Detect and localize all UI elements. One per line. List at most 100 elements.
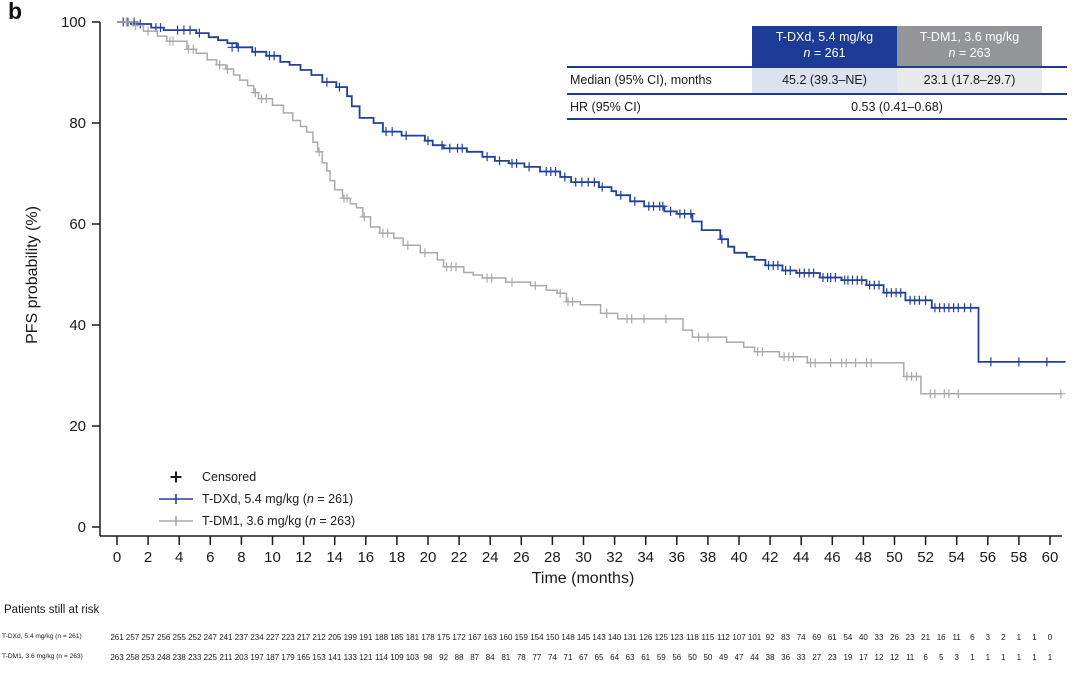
svg-text:46: 46 [824,549,841,566]
svg-text:65: 65 [595,653,604,662]
table-rule-middle [567,92,1067,95]
svg-text:1: 1 [1001,653,1006,662]
at-risk-row-label-tdxd: T-DXd, 5.4 mg/kg (n = 261) [2,633,82,640]
svg-text:33: 33 [797,653,806,662]
svg-text:179: 179 [281,653,295,662]
svg-text:191: 191 [359,633,373,642]
svg-text:211: 211 [220,653,233,662]
svg-text:133: 133 [344,653,358,662]
svg-text:253: 253 [141,653,155,662]
svg-text:1: 1 [1032,653,1037,662]
table-rule-bottom [567,118,1067,120]
svg-text:58: 58 [1011,549,1028,566]
svg-text:263: 263 [110,653,124,662]
svg-text:1: 1 [1032,633,1037,642]
svg-text:60: 60 [69,216,86,233]
svg-text:1: 1 [1017,653,1022,662]
svg-text:241: 241 [219,633,233,642]
svg-text:16: 16 [937,633,946,642]
svg-text:34: 34 [637,549,654,566]
svg-text:32: 32 [606,549,623,566]
svg-text:92: 92 [439,653,448,662]
legend: Censored T-DXd, 5.4 mg/kg (n = 261) T-DM… [158,466,355,532]
svg-text:233: 233 [188,653,202,662]
svg-text:205: 205 [328,633,342,642]
svg-text:56: 56 [672,653,681,662]
svg-text:2: 2 [1001,633,1006,642]
svg-text:33: 33 [875,633,884,642]
svg-text:23: 23 [828,653,837,662]
svg-text:126: 126 [639,633,653,642]
svg-text:237: 237 [235,633,249,642]
svg-text:74: 74 [797,633,806,642]
svg-text:36: 36 [668,549,685,566]
svg-text:0: 0 [78,519,86,536]
median-row-label: Median (95% CI), months [570,73,712,87]
svg-text:18: 18 [389,549,406,566]
svg-text:4: 4 [175,549,183,566]
svg-text:150: 150 [546,633,560,642]
table-header-tdm1-line1: T-DM1, 3.6 mg/kg [919,30,1020,45]
svg-text:38: 38 [700,549,717,566]
svg-text:248: 248 [157,653,171,662]
median-tdxd-value: 45.2 (39.3–NE) [752,67,897,93]
table-header-tdm1: T-DM1, 3.6 mg/kg n = 263 [897,26,1042,66]
svg-text:145: 145 [577,633,591,642]
svg-text:153: 153 [312,653,326,662]
svg-text:23: 23 [906,633,915,642]
svg-text:148: 148 [561,633,575,642]
svg-text:212: 212 [312,633,326,642]
svg-text:61: 61 [828,633,837,642]
svg-text:28: 28 [544,549,561,566]
panel-label: b [8,0,23,24]
svg-text:22: 22 [451,549,468,566]
svg-text:3: 3 [954,653,959,662]
svg-text:223: 223 [281,633,295,642]
svg-text:131: 131 [623,633,637,642]
svg-text:49: 49 [719,653,728,662]
svg-text:50: 50 [886,549,903,566]
svg-text:258: 258 [126,653,140,662]
svg-text:107: 107 [732,633,746,642]
svg-text:26: 26 [513,549,530,566]
svg-text:0: 0 [1048,633,1053,642]
svg-text:74: 74 [548,653,557,662]
svg-text:143: 143 [592,633,606,642]
svg-text:40: 40 [69,317,86,334]
svg-text:64: 64 [610,653,619,662]
svg-text:19: 19 [843,653,852,662]
svg-text:100: 100 [61,14,86,31]
svg-text:140: 140 [608,633,622,642]
svg-text:61: 61 [641,653,650,662]
svg-text:160: 160 [499,633,513,642]
y-axis-title: PFS probability (%) [24,206,41,344]
table-header-tdxd: T-DXd, 5.4 mg/kg n = 261 [752,26,897,66]
svg-text:121: 121 [359,653,373,662]
svg-text:141: 141 [328,653,342,662]
legend-tdm1-row: T-DM1, 3.6 mg/kg (n = 263) [158,510,355,532]
svg-text:40: 40 [859,633,868,642]
svg-text:238: 238 [173,653,187,662]
svg-text:1: 1 [1017,633,1022,642]
svg-text:48: 48 [855,549,872,566]
svg-text:84: 84 [486,653,495,662]
svg-text:197: 197 [250,653,264,662]
table-rule-top [567,66,1067,68]
svg-text:63: 63 [626,653,635,662]
svg-text:54: 54 [843,633,852,642]
svg-text:30: 30 [575,549,592,566]
svg-text:71: 71 [564,653,573,662]
svg-text:227: 227 [266,633,280,642]
svg-text:36: 36 [781,653,790,662]
svg-text:11: 11 [953,633,962,642]
x-axis-title: Time (months) [531,570,635,587]
svg-text:187: 187 [266,653,280,662]
svg-text:5: 5 [939,653,944,662]
svg-text:175: 175 [437,633,451,642]
svg-text:181: 181 [406,633,420,642]
svg-text:38: 38 [766,653,775,662]
svg-text:44: 44 [793,549,810,566]
table-header-tdxd-line2: n = 261 [803,46,846,60]
svg-text:69: 69 [812,633,821,642]
